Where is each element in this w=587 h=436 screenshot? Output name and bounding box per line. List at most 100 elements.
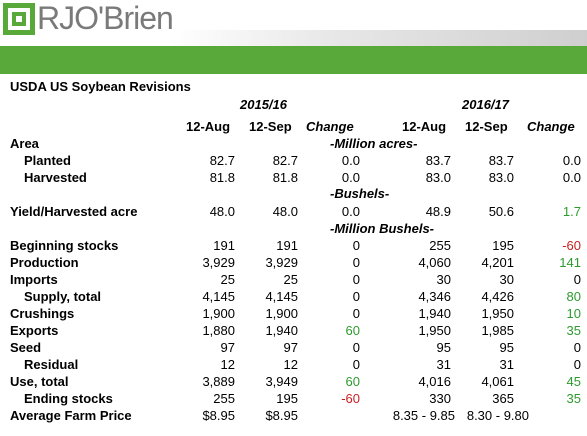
cell-value: 48.9 bbox=[425, 204, 451, 219]
cell-value: 48.0 bbox=[209, 204, 235, 219]
cell-value: 30 bbox=[499, 272, 514, 287]
cell-value: 0.0 bbox=[562, 170, 581, 185]
cell-value: 0.0 bbox=[341, 170, 360, 185]
cell-value: 83.0 bbox=[488, 170, 514, 185]
year-2016-17: 2016/17 bbox=[462, 97, 509, 112]
cell-value: 12 bbox=[283, 357, 298, 372]
cell-value: 0.0 bbox=[341, 204, 360, 219]
cell-value: 0 bbox=[352, 272, 360, 287]
cell-value: -60 bbox=[562, 238, 581, 253]
table-row: Use, total 3,889 3,949 60 4,016 4,061 45 bbox=[0, 374, 587, 391]
col-header: 12-Aug bbox=[402, 119, 447, 134]
table-row: Harvested 81.8 81.8 0.0 83.0 83.0 0.0 bbox=[0, 170, 587, 187]
cell-value: 195 bbox=[492, 238, 514, 253]
cell-value: 365 bbox=[492, 391, 514, 406]
cell-value: 4,145 bbox=[265, 289, 298, 304]
cell-value: 0 bbox=[352, 238, 360, 253]
cell-value: 80 bbox=[566, 289, 581, 304]
cell-value: 141 bbox=[559, 255, 581, 270]
cell-value: 95 bbox=[499, 340, 514, 355]
cell-value: 191 bbox=[213, 238, 235, 253]
table-row: Beginning stocks 191 191 0 255 195 -60 bbox=[0, 238, 587, 255]
table-row: Exports 1,880 1,940 60 1,950 1,985 35 bbox=[0, 323, 587, 340]
cell-value: 31 bbox=[499, 357, 514, 372]
row-label: Average Farm Price bbox=[10, 408, 132, 423]
cell-value: 255 bbox=[213, 391, 235, 406]
cell-value: 48.0 bbox=[272, 204, 298, 219]
cell-value: 4,426 bbox=[481, 289, 514, 304]
row-label: Yield/Harvested acre bbox=[10, 204, 138, 219]
cell-value: 35 bbox=[566, 391, 581, 406]
row-label: Planted bbox=[24, 153, 71, 168]
cell-value: 1,950 bbox=[418, 323, 451, 338]
cell-value: 4,145 bbox=[202, 289, 235, 304]
cell-value: 83.7 bbox=[425, 153, 451, 168]
row-label: Supply, total bbox=[24, 289, 102, 304]
row-label: Crushings bbox=[10, 306, 75, 321]
cell-value: 8.35 - 9.85 bbox=[392, 408, 455, 423]
cell-value: 60 bbox=[345, 374, 360, 389]
cell-value: 4,201 bbox=[481, 255, 514, 270]
cell-value: 0 bbox=[352, 357, 360, 372]
cell-value: 191 bbox=[276, 238, 298, 253]
table-row: Area -Million acres- bbox=[0, 136, 587, 153]
cell-value: 82.7 bbox=[209, 153, 235, 168]
cell-value: 60 bbox=[345, 323, 360, 338]
cell-value: 83.7 bbox=[488, 153, 514, 168]
cell-value: -60 bbox=[341, 391, 360, 406]
cell-value: 95 bbox=[436, 340, 451, 355]
cell-value: 97 bbox=[220, 340, 235, 355]
cell-value: 25 bbox=[283, 272, 298, 287]
table-row: Crushings 1,900 1,900 0 1,940 1,950 10 bbox=[0, 306, 587, 323]
table-row: Seed 97 97 0 95 95 0 bbox=[0, 340, 587, 357]
header-banner: RJO'Brien bbox=[0, 0, 587, 74]
cell-value: 0 bbox=[352, 289, 360, 304]
table-row: Residual 12 12 0 31 31 0 bbox=[0, 357, 587, 374]
cell-value: 0 bbox=[352, 306, 360, 321]
row-label: Seed bbox=[10, 340, 42, 355]
cell-value: 45 bbox=[566, 374, 581, 389]
cell-value: 4,061 bbox=[481, 374, 514, 389]
unit-section-label: -Million acres- bbox=[330, 136, 418, 151]
row-label: Exports bbox=[10, 323, 59, 338]
brand-name: RJO'Brien bbox=[37, 0, 174, 36]
cell-value: 1,950 bbox=[481, 306, 514, 321]
cell-value: 97 bbox=[283, 340, 298, 355]
cell-value: 8.30 - 9.80 bbox=[466, 408, 529, 423]
cell-value: 3,929 bbox=[202, 255, 235, 270]
cell-value: 25 bbox=[220, 272, 235, 287]
row-label: Harvested bbox=[24, 170, 87, 185]
cell-value: 31 bbox=[436, 357, 451, 372]
table-row: Average Farm Price $8.95 $8.95 8.35 - 9.85 8… bbox=[0, 408, 587, 425]
cell-value: 3,889 bbox=[202, 374, 235, 389]
cell-value: 1,880 bbox=[202, 323, 235, 338]
cell-value: 0 bbox=[573, 272, 581, 287]
cell-value: 3,949 bbox=[265, 374, 298, 389]
year-2015-16: 2015/16 bbox=[240, 97, 287, 112]
row-label: Beginning stocks bbox=[10, 238, 119, 253]
col-header: Change bbox=[527, 119, 575, 134]
table-row: Supply, total 4,145 4,145 0 4,346 4,426 80 bbox=[0, 289, 587, 306]
col-header: 12-Aug bbox=[186, 119, 231, 134]
cell-value: 4,016 bbox=[418, 374, 451, 389]
col-header: 12-Sep bbox=[465, 119, 508, 134]
table-row: Imports 25 25 0 30 30 0 bbox=[0, 272, 587, 289]
table-row: Ending stocks 255 195 -60 330 365 35 bbox=[0, 391, 587, 408]
table-row: Production 3,929 3,929 0 4,060 4,201 141 bbox=[0, 255, 587, 272]
cell-value: 0 bbox=[352, 255, 360, 270]
cell-value: 1,900 bbox=[265, 306, 298, 321]
row-label: Residual bbox=[24, 357, 79, 372]
cell-value: 4,346 bbox=[418, 289, 451, 304]
cell-value: 35 bbox=[566, 323, 581, 338]
col-header: 12-Sep bbox=[249, 119, 292, 134]
cell-value: 3,929 bbox=[265, 255, 298, 270]
table-row: -Bushels- bbox=[0, 186, 587, 203]
cell-value: 10 bbox=[566, 306, 581, 321]
header-gradient-band bbox=[168, 30, 587, 46]
cell-value: 12 bbox=[220, 357, 235, 372]
cell-value: 1,940 bbox=[418, 306, 451, 321]
cell-value: 1.7 bbox=[562, 204, 581, 219]
cell-value: 330 bbox=[429, 391, 451, 406]
report-title: USDA US Soybean Revisions bbox=[10, 79, 191, 94]
cell-value: 0 bbox=[352, 340, 360, 355]
